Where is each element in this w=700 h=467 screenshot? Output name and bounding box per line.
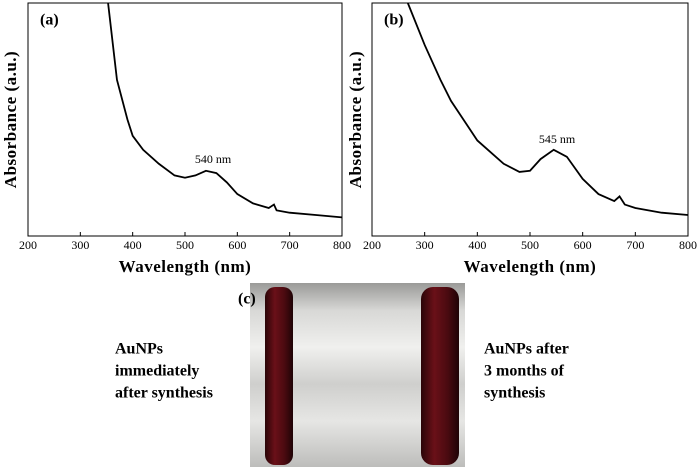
- x-tick-label: 400: [468, 238, 486, 252]
- caption: immediately: [115, 363, 199, 380]
- spectrum-line: [406, 2, 689, 216]
- caption: synthesis: [484, 385, 545, 402]
- panel-label: (b): [384, 12, 404, 29]
- x-tick-label: 600: [574, 238, 592, 252]
- peak-annotation: 545 nm: [539, 132, 576, 146]
- x-tick-label: 700: [281, 238, 299, 252]
- x-tick-label: 300: [416, 238, 434, 252]
- panel-label: (a): [40, 12, 59, 29]
- x-tick-label: 500: [176, 238, 194, 252]
- plot-frame: [27, 2, 343, 237]
- x-tick-label: 700: [626, 238, 644, 252]
- x-tick-label: 600: [228, 238, 246, 252]
- peak-annotation: 540 nm: [195, 152, 232, 166]
- y-axis-label: Absorbance (a.u.): [346, 51, 365, 188]
- x-tick-label: 400: [124, 238, 142, 252]
- caption: 3 months of: [484, 363, 565, 380]
- tube: [421, 287, 459, 465]
- y-axis-label: Absorbance (a.u.): [1, 51, 20, 188]
- x-axis-label: Wavelength (nm): [464, 257, 597, 276]
- x-tick-label: 200: [19, 238, 37, 252]
- x-axis-label: Wavelength (nm): [119, 257, 252, 276]
- caption: AuNPs: [115, 341, 163, 358]
- x-tick-label: 800: [333, 238, 351, 252]
- x-tick-label: 200: [363, 238, 381, 252]
- panel-label: (c): [238, 291, 256, 308]
- x-tick-label: 500: [521, 238, 539, 252]
- caption: AuNPs after: [484, 341, 569, 358]
- x-tick-label: 800: [679, 238, 697, 252]
- tube: [265, 287, 293, 465]
- spectrum-line: [107, 2, 343, 219]
- caption: after synthesis: [115, 385, 213, 402]
- plot-frame: [371, 2, 689, 237]
- x-tick-label: 300: [71, 238, 89, 252]
